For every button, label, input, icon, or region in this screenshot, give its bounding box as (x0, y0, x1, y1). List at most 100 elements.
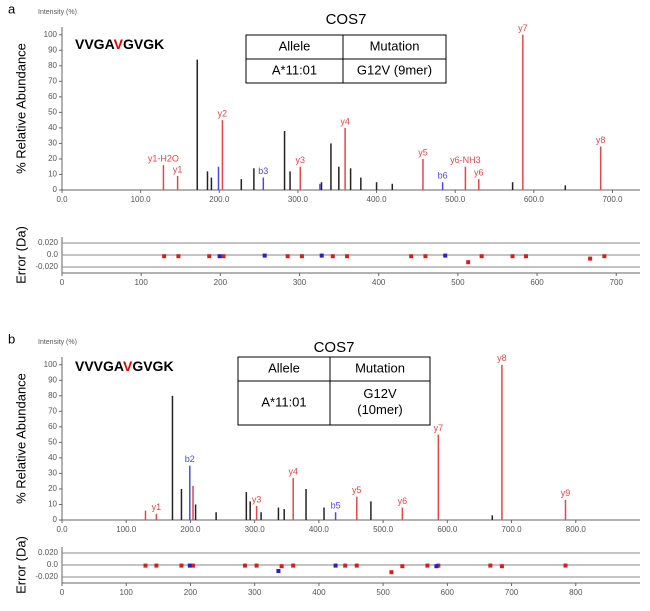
error-x-tick-label: 600 (441, 588, 455, 597)
table-header: Allele (268, 360, 300, 375)
x-tick-label: 700.0 (502, 525, 523, 534)
peak-label: b6 (438, 171, 448, 181)
peptide-segment: VVGA (75, 36, 115, 52)
x-tick-label: 200.0 (180, 525, 201, 534)
error-y-tick-label: 0.0 (47, 560, 59, 569)
y-axis-label: % Relative Abundance (13, 43, 28, 174)
error-y-label: Error (Da) (13, 226, 28, 284)
error-point (510, 254, 515, 259)
y-tick-label: 100 (44, 360, 58, 369)
error-point (343, 563, 348, 568)
peak-label: y2 (218, 109, 228, 119)
y-tick-label: 50 (48, 437, 57, 446)
peak-label: y7 (518, 23, 528, 33)
error-point (143, 563, 148, 568)
error-point (291, 563, 296, 568)
x-tick-label: 200.0 (209, 195, 230, 204)
error-point (154, 563, 159, 568)
y-tick-label: 30 (48, 139, 57, 148)
error-point (319, 253, 324, 258)
error-x-tick-label: 0 (60, 588, 65, 597)
peptide-segment: GVGK (123, 36, 164, 52)
peak-label: y6 (398, 496, 408, 506)
error-point (588, 256, 593, 261)
table-border (237, 356, 431, 426)
x-tick-label: 0.0 (56, 525, 68, 534)
x-tick-label: 300.0 (245, 525, 266, 534)
table-cell: A*11:01 (272, 62, 317, 77)
peak-label: b5 (331, 501, 341, 511)
error-point (434, 564, 439, 569)
error-point (523, 254, 528, 259)
error-x-tick-label: 300 (248, 588, 262, 597)
error-point (276, 569, 281, 573)
x-tick-label: 600.0 (437, 525, 458, 534)
table-header: Mutation (370, 38, 420, 53)
error-point (176, 254, 181, 259)
peptide: VVGAVGVGK (75, 36, 164, 52)
error-point (191, 563, 196, 568)
x-tick-label: 400.0 (309, 525, 330, 534)
y-tick-label: 40 (48, 123, 57, 132)
error-point (425, 563, 430, 568)
error-point (563, 563, 568, 568)
peak-label: y1-H2O (148, 154, 179, 164)
error-point (479, 254, 484, 259)
error-x-tick-label: 100 (120, 588, 134, 597)
x-tick-label: 600.0 (524, 195, 545, 204)
y-tick-label: 50 (48, 107, 57, 116)
y-tick-label: 10 (48, 170, 57, 179)
y-tick-label: 90 (48, 45, 57, 54)
table-cell: G12V (10mer) (357, 387, 403, 418)
error-x-tick-label: 400 (372, 278, 386, 287)
error-x-tick-label: 700 (505, 588, 519, 597)
error-point (279, 564, 284, 569)
chart-title: COS7 (326, 11, 367, 28)
error-point (179, 563, 184, 568)
error-point (333, 563, 338, 568)
y-tick-label: 80 (48, 61, 57, 70)
error-point (488, 563, 493, 568)
error-x-tick-label: 200 (214, 278, 228, 287)
y-tick-label: 10 (48, 500, 57, 509)
intensity-label: Intensity (%) (38, 9, 77, 16)
y-tick-label: 20 (48, 484, 57, 493)
peak-label: y4 (340, 116, 350, 126)
error-point (409, 254, 414, 259)
x-tick-label: 100.0 (116, 525, 137, 534)
x-tick-label: 500.0 (373, 525, 394, 534)
peak-label: y4 (288, 466, 298, 476)
x-tick-label: 300.0 (288, 195, 309, 204)
error-x-tick-label: 400 (312, 588, 326, 597)
error-x-tick-label: 500 (376, 588, 390, 597)
error-x-tick-label: 600 (530, 278, 544, 287)
x-tick-label: 400.0 (367, 195, 388, 204)
y-tick-label: 70 (48, 76, 57, 85)
intensity-label: Intensity (%) (38, 339, 77, 346)
peak-label: y6-NH3 (450, 155, 481, 165)
error-point (285, 254, 290, 259)
y-tick-label: 40 (48, 453, 57, 462)
peak-label: y1 (152, 502, 162, 512)
error-point (187, 563, 192, 568)
peak-label: y7 (434, 423, 444, 433)
peptide-segment: VVVGA (75, 358, 124, 374)
error-y-label: Error (Da) (13, 536, 28, 594)
error-y-tick-label: 0.020 (38, 548, 59, 557)
error-point (162, 254, 167, 259)
peptide-segment: GVGK (132, 358, 173, 374)
error-point (466, 260, 471, 265)
peak-label: y6 (474, 168, 484, 178)
peptide-segment: V (114, 36, 124, 52)
peak-label: y3 (252, 494, 262, 504)
peak-label: y9 (561, 488, 571, 498)
x-tick-label: 500.0 (445, 195, 466, 204)
error-x-tick-label: 800 (569, 588, 583, 597)
error-point (499, 564, 504, 569)
x-tick-label: 800.0 (566, 525, 587, 534)
error-point (243, 563, 248, 568)
error-y-tick-label: 0.0 (47, 250, 59, 259)
error-x-tick-label: 0 (60, 278, 65, 287)
error-point (423, 254, 428, 259)
